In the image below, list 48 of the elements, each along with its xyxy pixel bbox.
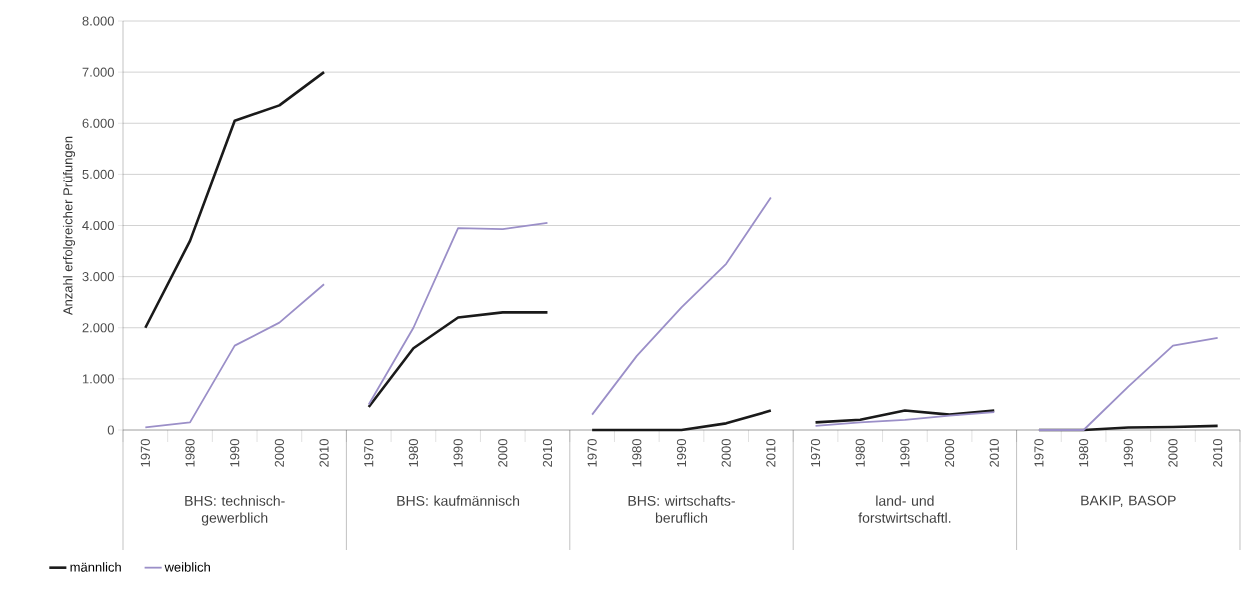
text: BHS: wirtschafts-beruflich xyxy=(628,495,735,523)
y-axis-title: Anzahl erfolgreicher Prüfungen xyxy=(62,136,76,316)
x-tick-label: 2000 xyxy=(274,439,284,467)
x-tick-label: 1970 xyxy=(810,439,821,467)
text: land- und forstwirtschaftl. xyxy=(858,495,951,523)
text: BAKIP, BASOP xyxy=(1081,495,1176,508)
x-tick-label: 2010 xyxy=(989,439,999,467)
x-tick-label: 1980 xyxy=(1079,439,1089,467)
y-tick-label: 0 xyxy=(107,425,114,435)
x-tick-label: 2000 xyxy=(1168,439,1178,467)
line-series xyxy=(367,222,549,406)
x-tick-label: 2010 xyxy=(542,439,553,467)
x-tick-label: 1990 xyxy=(1123,439,1133,467)
x-tick-label: 1990 xyxy=(900,439,910,467)
x-tick-label: 1970 xyxy=(140,439,150,467)
y-tick-label: 5.000 xyxy=(82,169,114,179)
x-tick-label: 2000 xyxy=(944,439,955,467)
line-series xyxy=(591,196,772,416)
y-tick-label: 2.000 xyxy=(82,323,114,333)
text: BHS: kaufmännisch xyxy=(397,495,520,506)
x-tick-label: 1980 xyxy=(855,439,865,467)
x-tick-label: 1970 xyxy=(587,439,597,467)
x-tick-label: 2010 xyxy=(1213,439,1223,467)
x-tick-label: 1990 xyxy=(230,439,240,467)
line-series xyxy=(367,311,549,409)
line-series xyxy=(144,283,325,429)
x-tick-label: 1980 xyxy=(185,439,195,467)
line-series xyxy=(1038,337,1219,431)
legend-label: männlich xyxy=(70,562,121,572)
x-tick-label: 2000 xyxy=(721,439,731,467)
x-tick-label: 1980 xyxy=(632,439,642,467)
y-tick-label: 8.000 xyxy=(82,16,114,26)
x-tick-label: 1970 xyxy=(364,439,374,467)
x-tick-label: 1990 xyxy=(676,439,687,467)
y-tick-label: 3.000 xyxy=(82,272,114,282)
x-tick-label: 2010 xyxy=(319,439,329,467)
x-tick-label: 1970 xyxy=(1034,439,1044,467)
line-series xyxy=(144,70,326,330)
text: BHS: technisch-gewerblich xyxy=(185,495,285,526)
x-tick-label: 1990 xyxy=(453,439,463,467)
y-tick-label: 7.000 xyxy=(82,67,114,77)
y-tick-label: 6.000 xyxy=(82,118,114,128)
x-tick-label: 2000 xyxy=(498,439,508,467)
x-tick-label: 1980 xyxy=(408,439,419,467)
y-tick-label: 4.000 xyxy=(82,220,114,231)
legend-label: weiblich xyxy=(164,562,210,572)
x-tick-label: 2010 xyxy=(766,439,776,467)
y-tick-label: 1.000 xyxy=(82,374,114,384)
